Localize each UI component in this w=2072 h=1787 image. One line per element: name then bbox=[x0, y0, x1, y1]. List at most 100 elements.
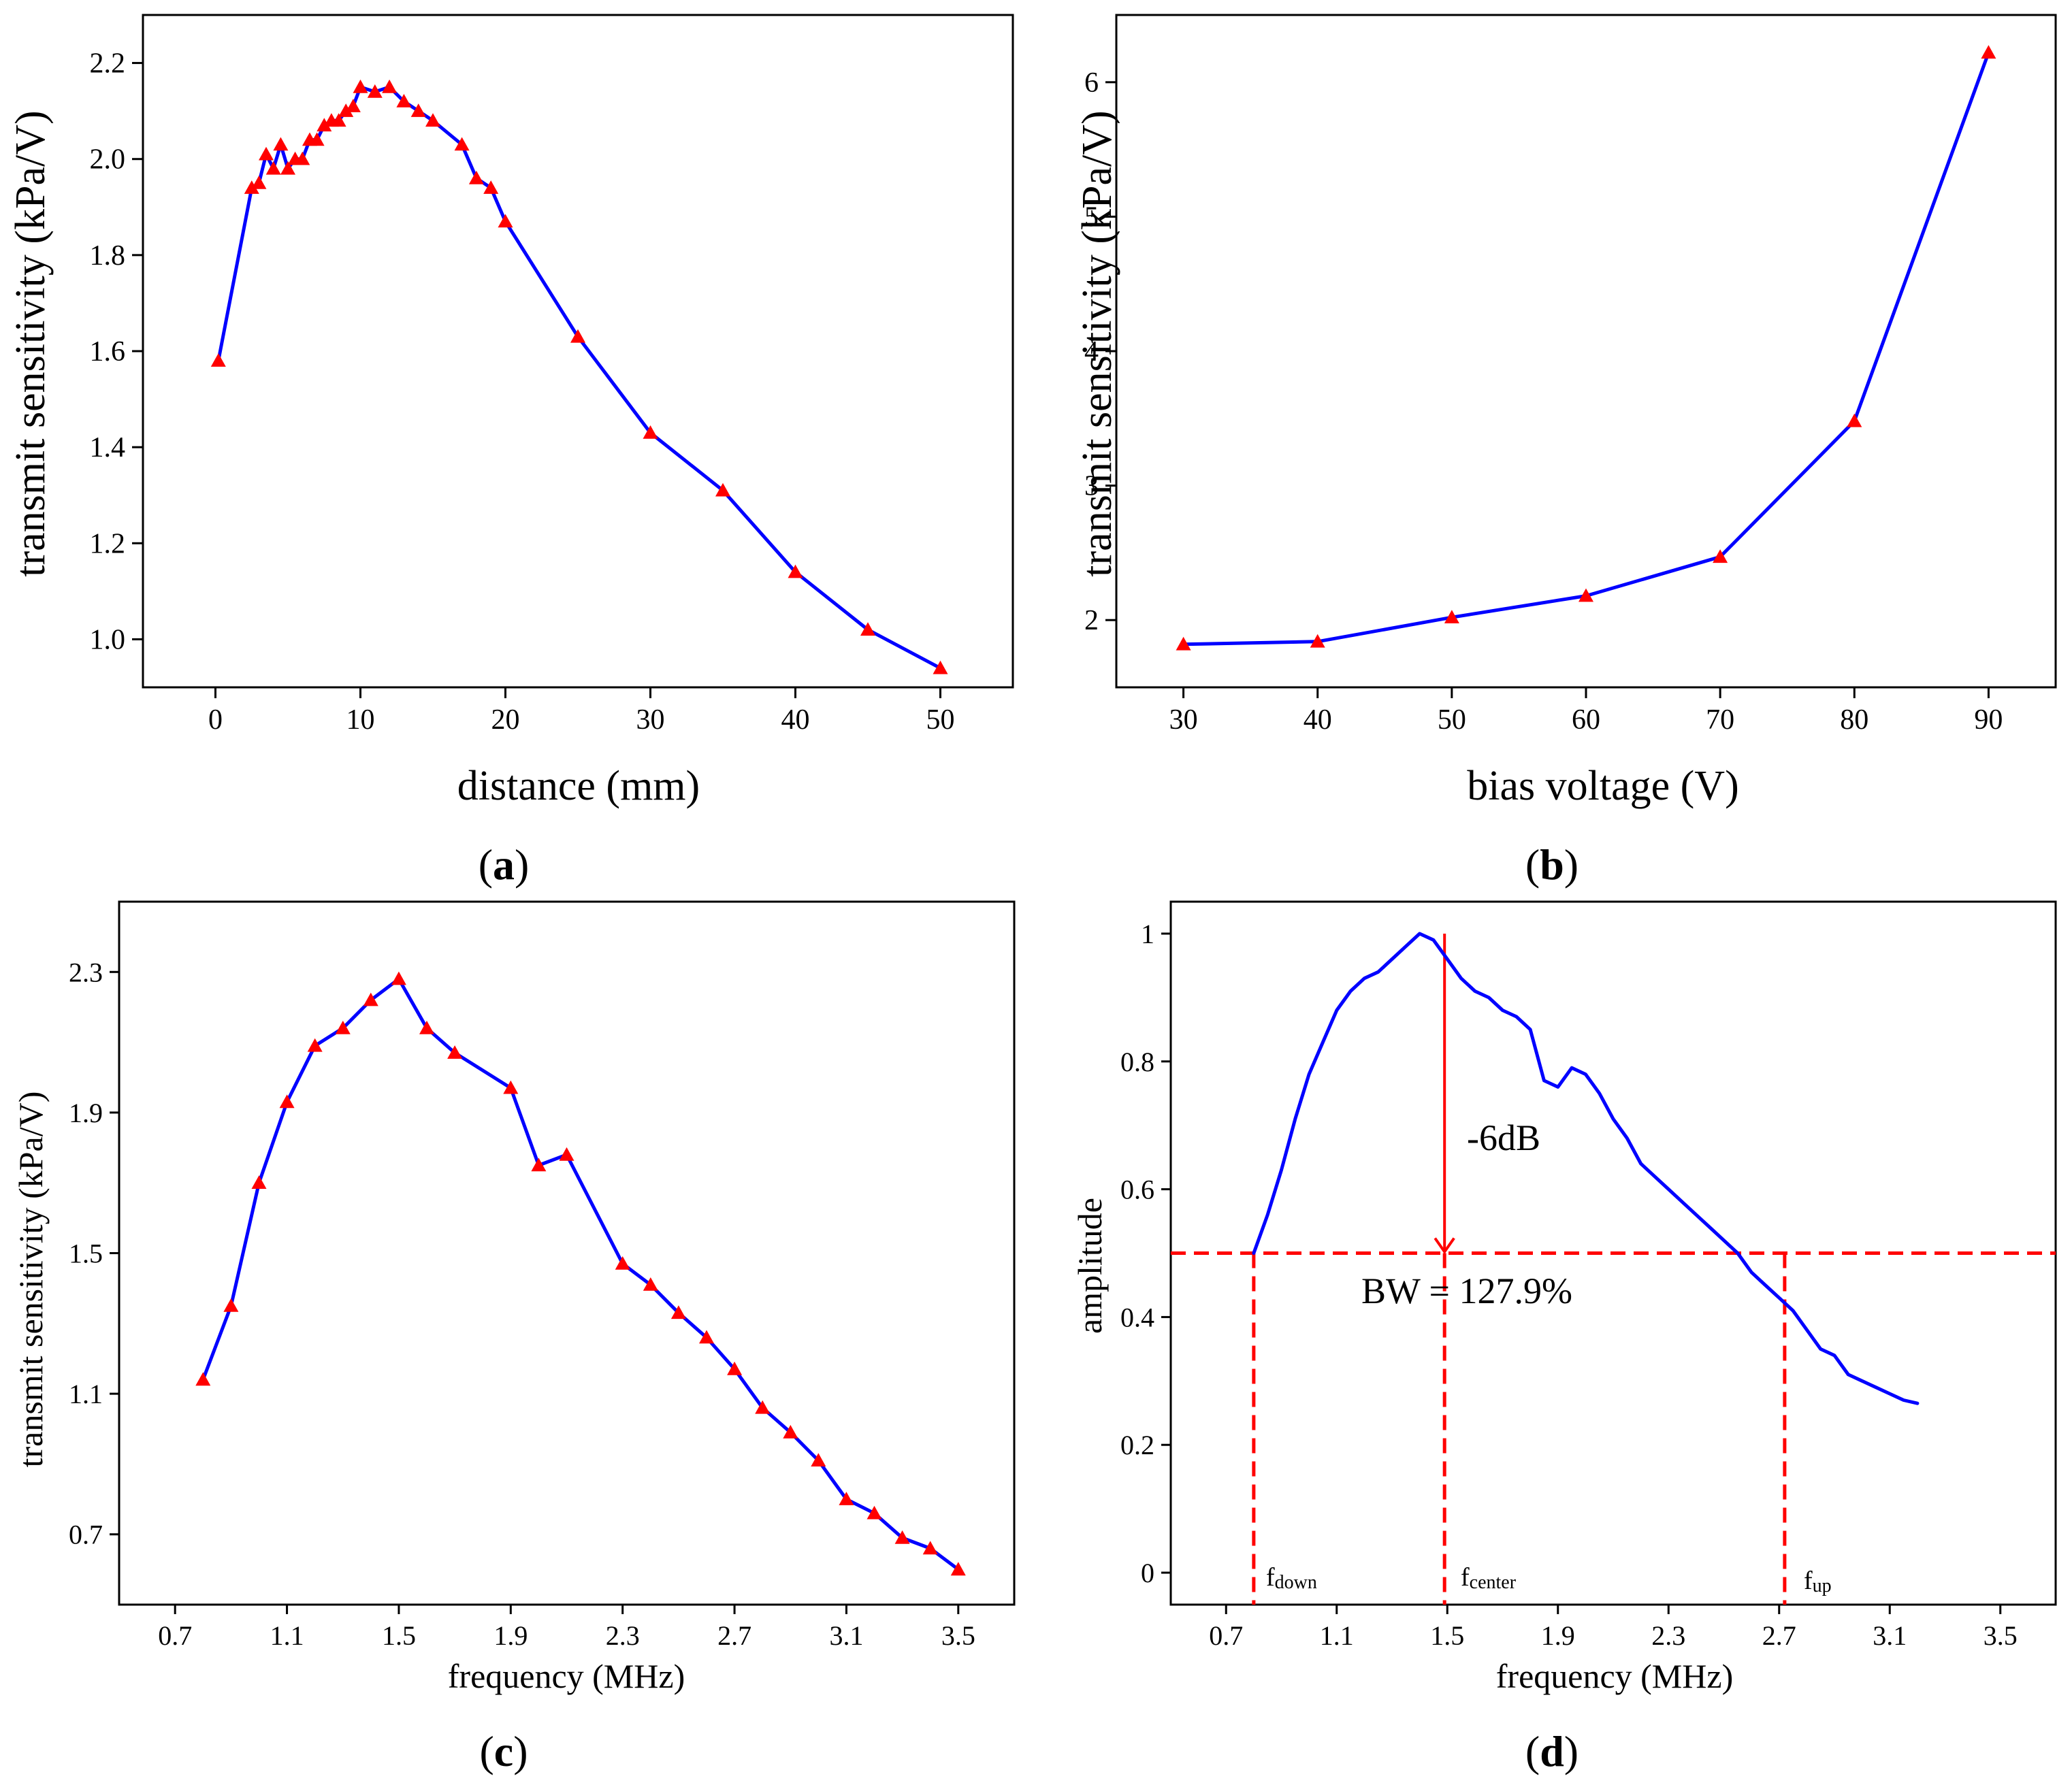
x-tick-label: 3.5 bbox=[1984, 1620, 2018, 1651]
data-point-marker bbox=[498, 214, 513, 228]
data-point-marker bbox=[867, 1505, 882, 1520]
panel-d-f-center-label-sub: center bbox=[1470, 1572, 1517, 1593]
x-tick-label: 3.1 bbox=[1873, 1620, 1907, 1651]
x-tick-label: 2.3 bbox=[606, 1620, 640, 1651]
panel-c-label: (c) bbox=[479, 1727, 528, 1775]
data-point-marker bbox=[396, 94, 412, 108]
data-point-marker bbox=[273, 137, 289, 151]
panel-b-x-axis-title: bias voltage (V) bbox=[1467, 763, 1738, 809]
data-point-marker bbox=[331, 113, 346, 127]
data-point-marker bbox=[279, 1094, 295, 1109]
x-tick-label: 1.9 bbox=[1541, 1620, 1575, 1651]
drop-arrow-head bbox=[1434, 1237, 1455, 1254]
data-point-marker bbox=[570, 329, 585, 343]
panel-d-f-center-label: fcenter bbox=[1461, 1563, 1517, 1593]
data-point-marker bbox=[468, 170, 484, 184]
y-tick-label: 1.8 bbox=[90, 240, 126, 272]
data-point-marker bbox=[419, 1020, 434, 1034]
panel-d-f-down-label: fdown bbox=[1266, 1563, 1317, 1593]
data-point-marker bbox=[280, 161, 295, 175]
x-tick-label: 1.9 bbox=[493, 1620, 528, 1651]
x-tick-label: 2.7 bbox=[1762, 1620, 1796, 1651]
data-point-marker bbox=[670, 1305, 686, 1319]
panel-b-label-letter: b bbox=[1540, 840, 1564, 889]
x-tick-label: 3.5 bbox=[941, 1620, 975, 1651]
data-point-marker bbox=[839, 1492, 854, 1505]
data-point-marker bbox=[503, 1080, 519, 1094]
x-tick-label: 30 bbox=[636, 704, 665, 736]
y-tick-label: 3 bbox=[1084, 471, 1099, 502]
x-tick-label: 70 bbox=[1706, 704, 1734, 736]
panel-b-marks: 30 40 50 60 70 80 90 2 3 4 5 6 bbox=[1084, 14, 2057, 736]
y-tick-label: 0.7 bbox=[69, 1520, 103, 1550]
data-point-marker bbox=[643, 425, 658, 439]
y-tick-label: 1.0 bbox=[90, 624, 126, 655]
data-point-marker bbox=[933, 660, 948, 674]
panel-d-drop-label: -6dB bbox=[1467, 1117, 1540, 1158]
panel-c-series-line bbox=[201, 977, 960, 1571]
panel-d-label-letter: d bbox=[1540, 1727, 1564, 1775]
data-point-marker bbox=[335, 1020, 351, 1034]
data-point-marker bbox=[367, 84, 383, 98]
panel-d-f-up-label-main: f bbox=[1804, 1567, 1813, 1595]
y-tick-label: 2.0 bbox=[90, 144, 126, 176]
data-point-marker bbox=[531, 1158, 547, 1172]
data-point-marker bbox=[483, 180, 499, 194]
x-tick-label: 2.3 bbox=[1651, 1620, 1685, 1651]
data-point-marker bbox=[1444, 610, 1459, 623]
panel-b-label: (b) bbox=[1525, 840, 1579, 889]
x-tick-label: 20 bbox=[491, 704, 520, 736]
data-point-marker bbox=[309, 132, 325, 146]
y-tick-label: 1.6 bbox=[90, 336, 126, 367]
chart-panel-a: 0 10 20 30 40 50 1.0 1.2 1.4 1.6 1.8 2.0 2.2 distanc… bbox=[7, 14, 1014, 889]
panel-d-label: (d) bbox=[1525, 1727, 1579, 1775]
x-tick-label: 60 bbox=[1572, 704, 1600, 736]
data-point-marker bbox=[1981, 45, 1996, 59]
panel-a-y-axis-title: transmit sensitivity (kPa/V) bbox=[7, 110, 54, 576]
data-point-marker bbox=[223, 1298, 239, 1312]
x-tick-label: 0.7 bbox=[1209, 1620, 1243, 1651]
panel-d-x-axis-title: frequency (MHz) bbox=[1496, 1657, 1733, 1695]
x-tick-label: 80 bbox=[1840, 704, 1868, 736]
data-point-marker bbox=[755, 1400, 771, 1414]
data-point-marker bbox=[295, 151, 310, 165]
data-point-marker bbox=[317, 118, 332, 132]
panel-d-f-down-label-main: f bbox=[1266, 1563, 1275, 1592]
y-tick-label: 1 bbox=[1141, 919, 1154, 949]
panel-d-series-line bbox=[1252, 932, 1920, 1405]
x-tick-label: 40 bbox=[781, 704, 810, 736]
data-point-marker bbox=[251, 176, 267, 189]
data-point-marker bbox=[244, 180, 259, 194]
data-point-marker bbox=[1310, 634, 1325, 648]
y-tick-label: 5 bbox=[1084, 201, 1099, 233]
x-tick-label: 30 bbox=[1169, 704, 1198, 736]
panel-c-y-axis-title: transmit sensitivity (kPa/V) bbox=[12, 1092, 50, 1468]
y-tick-label: 1.4 bbox=[90, 432, 126, 463]
data-point-marker bbox=[860, 622, 875, 636]
x-tick-label: 50 bbox=[926, 704, 955, 736]
data-point-marker bbox=[615, 1256, 630, 1270]
panel-a-marks: 0 10 20 30 40 50 1.0 1.2 1.4 1.6 1.8 2.0 2.2 bbox=[90, 14, 1014, 736]
x-tick-label: 1.5 bbox=[1430, 1620, 1464, 1651]
x-tick-label: 3.1 bbox=[829, 1620, 863, 1651]
y-tick-label: 0 bbox=[1141, 1558, 1154, 1588]
data-point-marker bbox=[715, 482, 730, 497]
x-tick-label: 1.1 bbox=[1320, 1620, 1354, 1651]
x-tick-label: 0.7 bbox=[158, 1620, 192, 1651]
data-point-marker bbox=[251, 1175, 267, 1189]
data-point-marker bbox=[265, 161, 281, 175]
data-point-marker bbox=[788, 564, 803, 578]
data-point-marker bbox=[410, 103, 426, 117]
data-point-marker bbox=[391, 971, 406, 985]
panel-a-label: (a) bbox=[479, 840, 530, 889]
data-point-marker bbox=[259, 146, 274, 161]
data-point-marker bbox=[210, 353, 226, 367]
x-tick-label: 10 bbox=[346, 704, 375, 736]
panel-d-f-center-label-main: f bbox=[1461, 1563, 1470, 1592]
panel-a-x-axis-title: distance (mm) bbox=[457, 763, 700, 809]
panel-b-y-axis-title: transmit sensitivity (kPa/V) bbox=[1074, 110, 1120, 576]
panel-d-marks: 0.7 1.1 1.5 1.9 2.3 2.7 3.1 3.5 0 0.2 0.4 0.6 0.8 1 bbox=[1120, 900, 2057, 1651]
data-point-marker bbox=[425, 113, 440, 127]
